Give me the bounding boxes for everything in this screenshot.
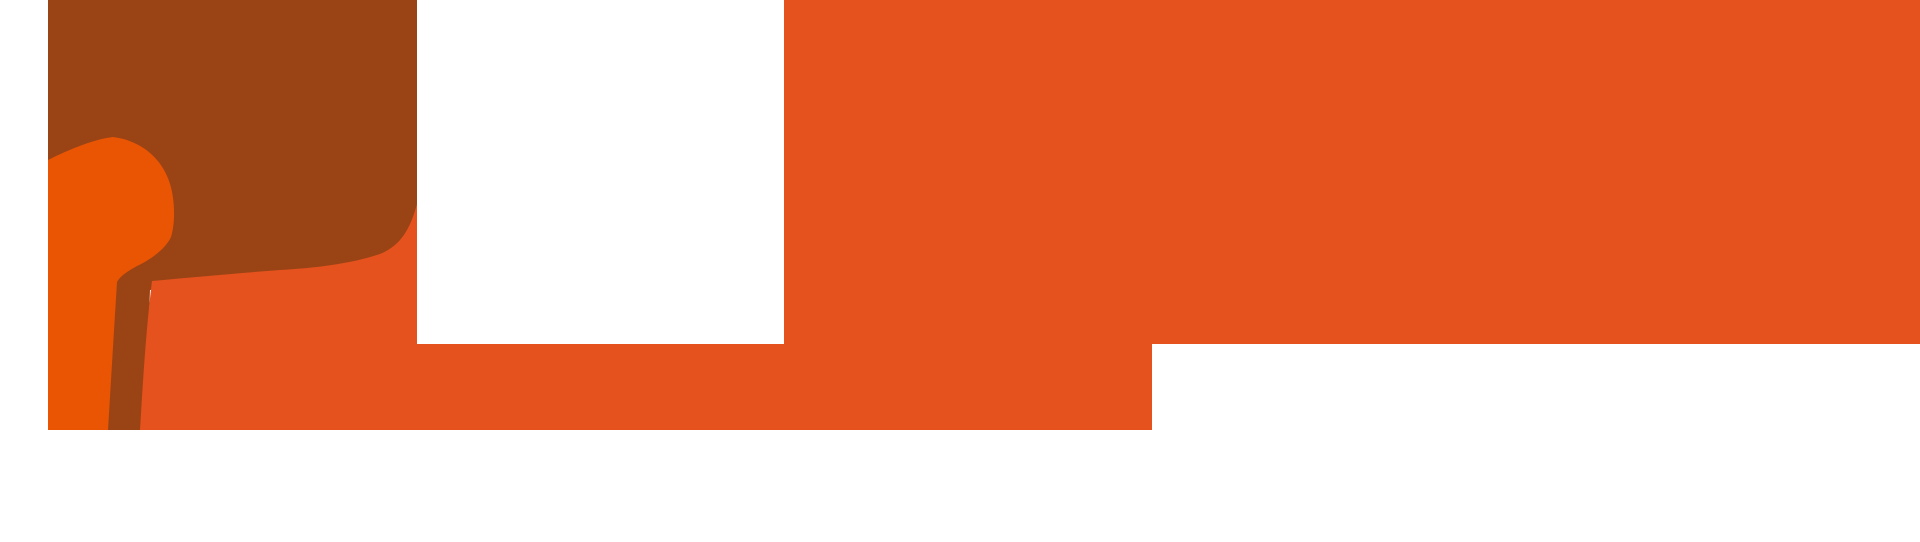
orange-swoosh-and-block — [140, 0, 1920, 430]
orange-dot-and-stem — [48, 137, 175, 430]
brown-blob-fragment — [48, 0, 417, 430]
